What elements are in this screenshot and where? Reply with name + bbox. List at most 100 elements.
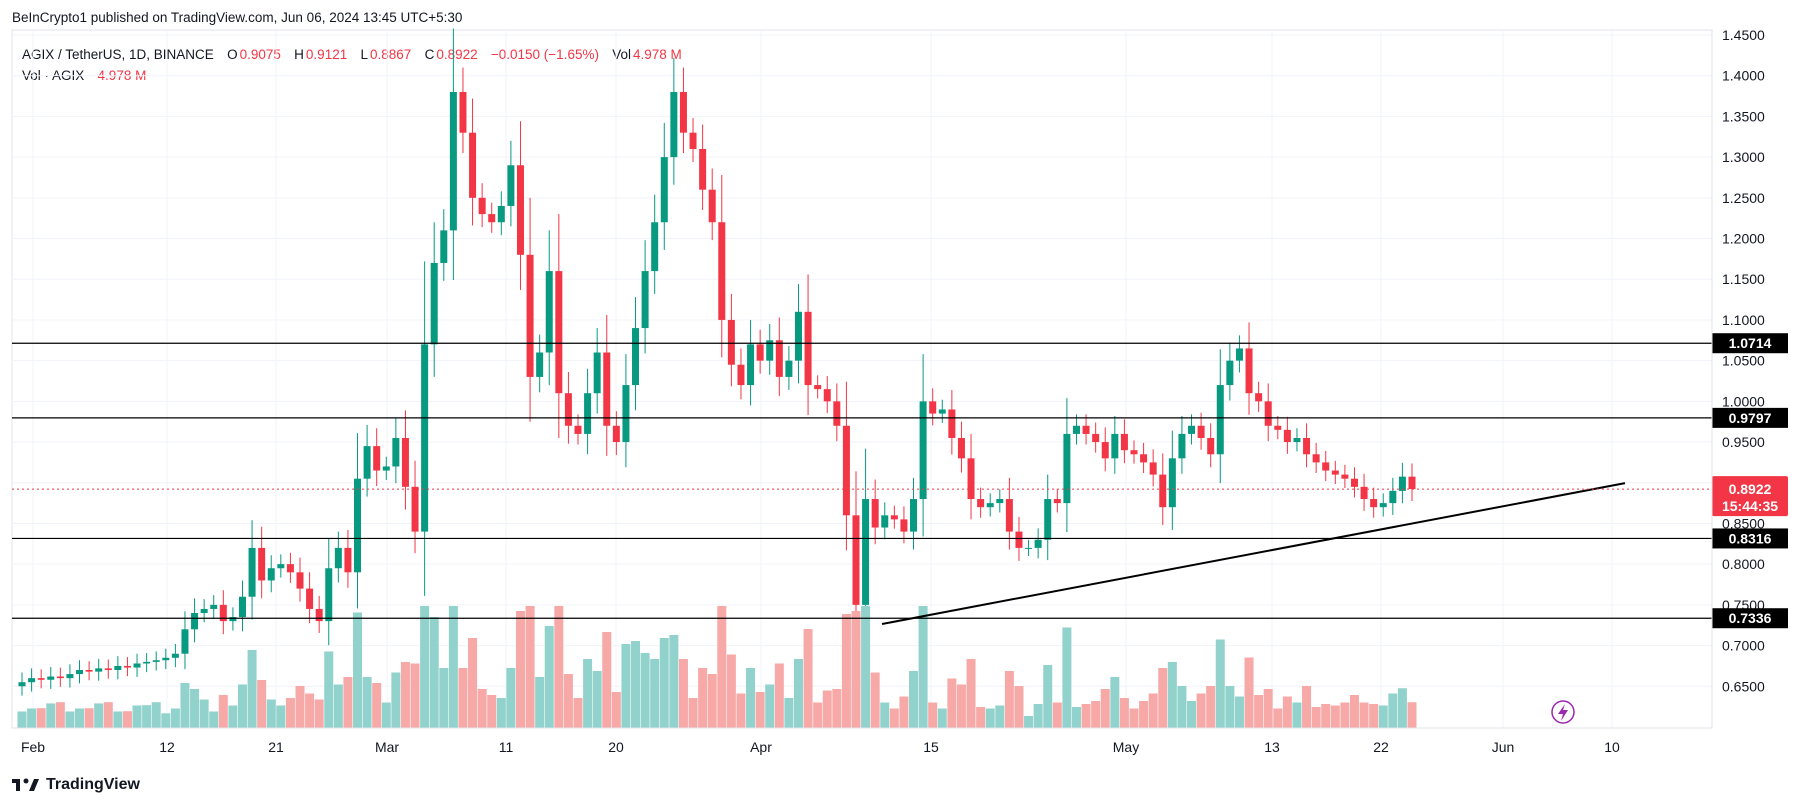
candle [804,274,812,416]
candle [574,414,582,445]
candle [699,124,707,211]
candle-body [785,360,793,377]
candle-body [229,617,237,622]
candle-body [564,393,572,426]
candle [382,456,390,480]
tradingview-logo[interactable]: TradingView [12,776,140,794]
candle-body [277,564,285,569]
candle-body [679,91,687,133]
candle [814,375,822,399]
volume-bar [400,662,410,728]
volume-bar [1139,701,1149,728]
volume-bar [947,678,957,728]
candle [401,410,409,510]
candle [76,660,84,684]
candle-body [612,425,620,443]
volume-bar [631,641,641,728]
candle [1130,440,1138,464]
candle [641,240,649,354]
volume-bar [1359,702,1369,728]
candle-body [66,674,74,679]
candle [1303,423,1311,468]
volume-bar [487,695,497,728]
candle [449,28,457,281]
candle [1274,415,1282,440]
volume-bar [27,708,37,728]
candle-body [1197,425,1205,438]
candle-body [1331,470,1339,475]
candle-body [1350,478,1358,487]
volume-bar [314,699,324,728]
volume-bar [1014,686,1024,728]
x-tick-label: 21 [268,739,284,755]
candle-body [171,653,179,658]
candle-body [267,568,275,581]
volume-bar [976,707,986,728]
candle-body [536,352,544,377]
candle-body [1101,442,1109,459]
candle [957,421,965,473]
candle [277,554,285,578]
candle [28,668,36,692]
candle [373,428,381,487]
candle [766,324,774,375]
candle [842,381,850,551]
candle [919,354,927,537]
symbol-label[interactable]: AGIX / TetherUS, 1D, BINANCE [22,47,214,62]
candle [238,580,246,632]
candle-body [123,665,131,668]
candle-body [1235,348,1243,361]
candle [152,651,160,671]
volume-bar [707,674,717,728]
y-tick-label: 1.2500 [1722,190,1765,206]
volume-bar [228,705,238,728]
candle-body [1274,425,1282,430]
open-label: O [227,47,238,62]
volume-bar [161,713,171,728]
candle [440,209,448,281]
volume-bar [554,606,564,728]
x-tick-label: 12 [159,739,175,755]
candle-body [440,230,448,263]
candle [1245,322,1253,415]
volume-bar [736,693,746,728]
candle-body [1303,437,1311,455]
volume-bar [1129,708,1139,728]
volume-bar [928,702,938,728]
candle [929,388,937,426]
candle-body [996,499,1004,504]
candle-body [555,271,563,394]
candle [1360,473,1368,511]
volume-bar [889,708,899,728]
candle-body [133,663,141,668]
volume-bar [1091,701,1101,728]
candle [133,653,141,677]
candle-body [497,205,505,223]
candle-body [804,311,812,386]
candle [785,345,793,390]
volume-bar [563,674,573,728]
candle-body [325,568,333,622]
candle [1178,415,1186,474]
volume-bar [353,612,363,728]
candle-body [526,254,534,377]
candle [421,261,429,596]
volume-bar [170,708,180,728]
candle-body [718,222,726,320]
volume-bar [1081,704,1091,728]
candle [967,433,975,520]
volume-bar [544,626,554,728]
volume-bar [142,705,152,728]
volume-bar [113,711,123,728]
candle-body [449,91,457,231]
candle [497,191,505,236]
candle [354,433,362,609]
volume-bar [1397,688,1407,728]
candle [516,121,524,290]
candle-body [775,340,783,377]
candle [1216,349,1224,484]
candle-body [315,608,323,622]
candle [478,183,486,228]
volume-bar [1148,693,1158,728]
